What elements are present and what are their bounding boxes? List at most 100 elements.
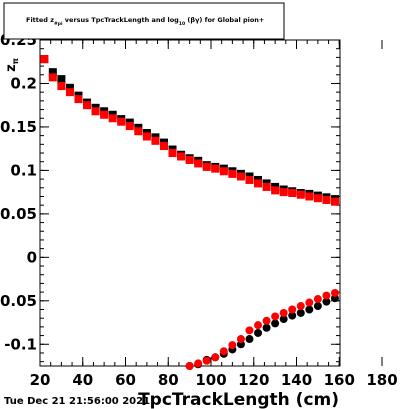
data-point-square (168, 149, 177, 158)
y-tick-label: 0.2 (10, 74, 37, 92)
data-point-circle (219, 347, 228, 356)
data-point-circle (305, 305, 314, 314)
data-point-square (177, 152, 186, 161)
data-point-square (236, 172, 245, 181)
data-point-square (185, 155, 194, 164)
data-point-circle (262, 316, 271, 325)
data-point-circle (296, 302, 305, 311)
data-point-square (134, 127, 143, 136)
data-point-square (40, 55, 49, 64)
data-point-circle (228, 341, 237, 350)
data-point-circle (305, 298, 314, 307)
x-tick-label: 80 (158, 371, 179, 389)
data-point-square (202, 162, 211, 171)
data-point-square (142, 132, 151, 141)
chart-title-mid: versus TpcTrackLength and log (63, 16, 180, 24)
x-tick-label: 20 (30, 371, 51, 389)
data-point-circle (313, 295, 322, 304)
data-point-square (245, 175, 254, 184)
data-point-circle (271, 319, 280, 328)
data-point-circle (194, 359, 203, 368)
data-point-circle (262, 323, 271, 332)
data-point-square (288, 189, 297, 198)
data-point-square (305, 192, 314, 201)
data-point-square (57, 75, 66, 84)
data-point-circle (245, 326, 254, 335)
data-point-circle (279, 308, 288, 317)
data-point-square (108, 114, 117, 123)
x-axis-title: TpcTrackLength (cm) (138, 390, 339, 409)
data-point-square (57, 82, 66, 91)
x-tick-label: 120 (238, 371, 269, 389)
chart-title-pre: Fitted z (26, 16, 54, 24)
data-point-square (48, 73, 57, 82)
svg-text:zπ: zπ (4, 58, 20, 72)
data-point-square (271, 186, 280, 195)
data-point-circle (245, 335, 254, 344)
data-point-square (91, 107, 100, 116)
data-point-square (65, 83, 74, 92)
x-tick-label: 100 (195, 371, 226, 389)
x-tick-label: 40 (72, 371, 93, 389)
x-tick-label: 180 (366, 371, 397, 389)
data-point-circle (322, 291, 331, 300)
y-tick-label: 0.1 (10, 161, 37, 179)
y-tick-label: 0.15 (0, 118, 37, 136)
data-point-circle (211, 353, 220, 362)
data-point-circle (271, 312, 280, 321)
data-point-square (254, 179, 263, 188)
data-point-circle (185, 362, 194, 370)
chart-title: Fitted z#pi versus TpcTrackLength and lo… (26, 16, 264, 27)
data-point-circle (236, 335, 245, 344)
data-point-square (211, 164, 220, 173)
data-point-square (279, 188, 288, 197)
data-point-square (125, 122, 134, 131)
x-tick-label: 160 (324, 371, 355, 389)
data-point-circle (322, 297, 331, 306)
data-point-circle (279, 315, 288, 324)
axis-ticks (39, 39, 383, 366)
data-point-circle (202, 356, 211, 365)
data-point-square (100, 110, 109, 119)
date-stamp: Tue Dec 21 21:56:00 2021 (4, 396, 150, 407)
data-point-square (262, 182, 271, 191)
data-point-square (228, 169, 237, 178)
data-point-square (117, 117, 126, 126)
data-point-square (159, 142, 168, 151)
data-point-circle (288, 311, 297, 320)
data-point-square (296, 190, 305, 199)
y-tick-label: -0.05 (0, 292, 37, 310)
y-axis-title-sub: π (11, 58, 20, 64)
chart-title-sub2: 10 (179, 21, 185, 27)
data-marks (40, 55, 339, 370)
y-tick-label: 0.05 (0, 205, 37, 223)
data-point-circle (313, 302, 322, 311)
chart-title-post: (βγ) for Global pion+ (185, 16, 264, 24)
data-point-square (219, 167, 228, 176)
data-point-square (322, 195, 331, 204)
data-point-square (65, 88, 74, 97)
title-box (3, 2, 285, 40)
data-point-square (83, 101, 92, 110)
data-point-square (48, 68, 57, 77)
x-tick-labels: 20 40 60 80 100 120 140 160 180 (30, 371, 398, 389)
data-point-square (151, 136, 160, 145)
x-tick-label: 140 (281, 371, 312, 389)
data-point-square (313, 194, 322, 203)
chart-title-sub1: #pi (54, 21, 63, 27)
data-point-circle (254, 321, 263, 330)
x-tick-label: 60 (115, 371, 136, 389)
data-point-circle (296, 308, 305, 317)
y-tick-label: 0 (27, 248, 37, 266)
data-point-square (330, 197, 339, 206)
y-axis-title-main: z (4, 64, 19, 72)
y-axis-title: zπ (4, 58, 20, 72)
data-point-square (194, 159, 203, 168)
data-point-circle (330, 288, 339, 297)
data-point-circle (254, 328, 263, 337)
y-tick-label: -0.1 (4, 335, 37, 353)
data-point-square (74, 95, 83, 104)
data-point-circle (288, 305, 297, 314)
